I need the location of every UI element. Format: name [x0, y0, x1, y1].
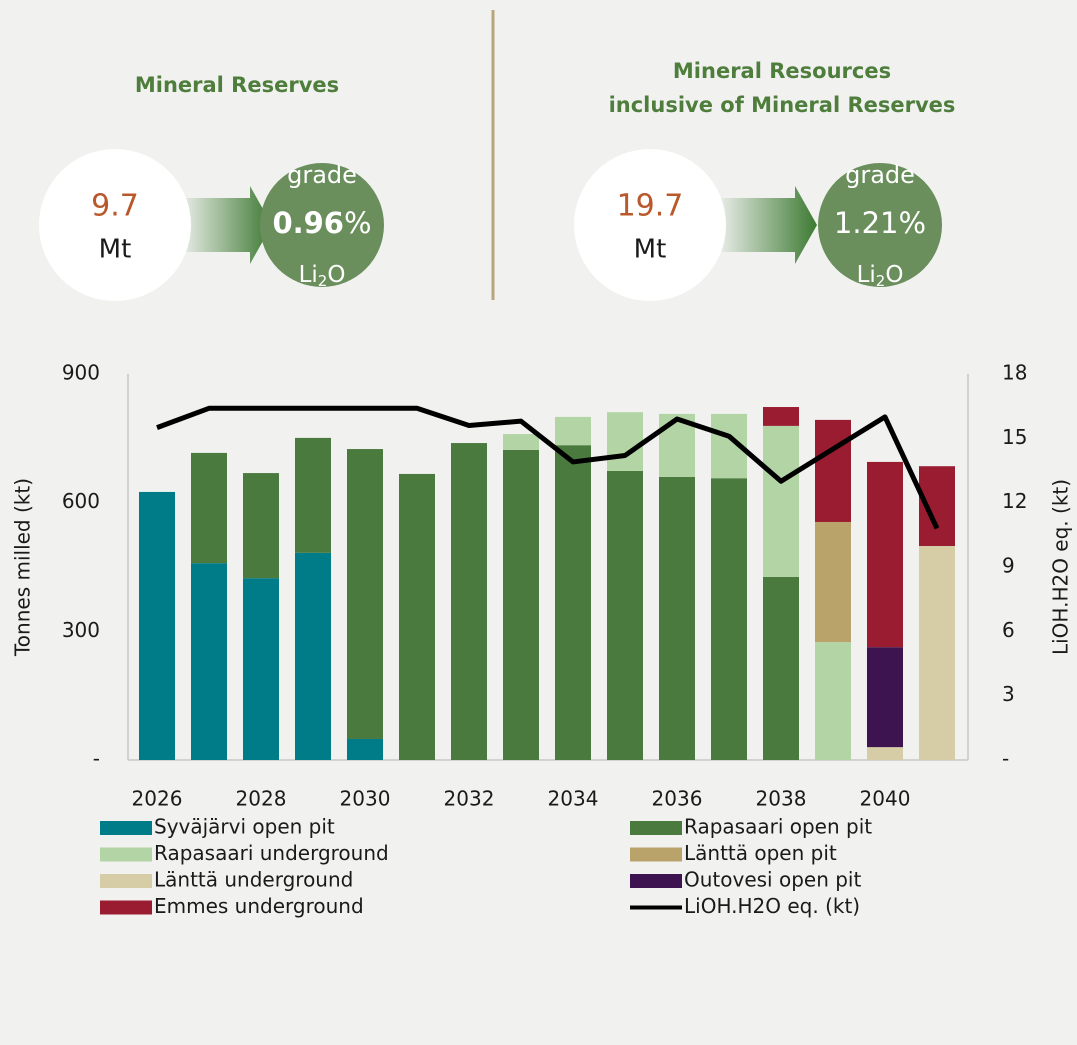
y2-tick-label: 6	[1002, 618, 1015, 642]
legend-swatch	[100, 821, 152, 835]
x-tick-label: 2028	[236, 787, 287, 811]
legend-swatch	[100, 847, 152, 862]
reserves-title: Mineral Reserves	[135, 73, 339, 97]
bar-segment	[295, 437, 331, 553]
y2-tick-label: 18	[1002, 361, 1027, 385]
y2-tick-label: -	[1002, 747, 1009, 771]
bar-segment	[191, 452, 227, 564]
bar-segment	[815, 642, 851, 760]
y2-tick-label: 3	[1002, 682, 1015, 706]
y2-tick-label: 9	[1002, 554, 1015, 578]
legend-label: Rapasaari open pit	[684, 815, 872, 839]
bar-segment	[815, 419, 851, 522]
tonnage: 19.7	[617, 189, 684, 224]
bar-segment	[919, 545, 955, 760]
bar-segment	[867, 647, 903, 748]
bar-segment	[503, 434, 539, 450]
bar-segment	[763, 407, 799, 426]
bar-segment	[763, 425, 799, 577]
legend-swatch	[100, 900, 152, 915]
o: O	[885, 262, 903, 288]
y-axis-title: Tonnes milled (kt)	[11, 478, 35, 657]
li: Li	[857, 262, 876, 288]
bar-segment	[347, 738, 383, 760]
o: O	[327, 262, 345, 288]
legend-swatch	[630, 821, 682, 835]
arrow	[715, 186, 817, 264]
bar-segment	[295, 552, 331, 760]
unit: Mt	[634, 235, 667, 265]
y2-tick-label: 12	[1002, 489, 1027, 513]
legend-label: Länttä open pit	[684, 841, 837, 865]
grade-circle	[260, 163, 384, 287]
y2-tick-label: 15	[1002, 425, 1027, 449]
bar-segment	[763, 576, 799, 760]
x-tick-label: 2040	[860, 787, 911, 811]
grade-percent: %	[344, 206, 372, 240]
bar-segment	[867, 747, 903, 760]
tonnage: 9.7	[91, 189, 139, 224]
x-tick-label: 2036	[652, 787, 703, 811]
legend-label: Syväjärvi open pit	[154, 815, 335, 839]
bar-segment	[243, 578, 279, 760]
bar-segment	[555, 445, 591, 760]
grade-word: grade	[287, 161, 357, 189]
unit: Mt	[99, 235, 132, 265]
bar-segment	[243, 473, 279, 579]
legend-swatch	[100, 874, 152, 888]
y-tick-label: 900	[62, 361, 100, 385]
resources-title: Mineral Resources	[673, 59, 891, 83]
grade: 0.96%	[272, 206, 371, 240]
resources-subtitle: inclusive of Mineral Reserves	[609, 93, 956, 117]
bar-segment	[867, 461, 903, 648]
bar-segment	[711, 478, 747, 760]
bar-segment	[399, 473, 435, 760]
legend-swatch	[630, 847, 682, 862]
bar-segment	[659, 476, 695, 760]
li: Li	[299, 262, 318, 288]
li2o: Li2O	[299, 262, 346, 290]
bar-segment	[139, 491, 175, 760]
y-tick-label: 300	[62, 618, 100, 642]
grade-circle	[818, 163, 942, 287]
sub: 2	[876, 272, 886, 290]
legend-swatch	[630, 874, 682, 888]
sub: 2	[318, 272, 328, 290]
tonnage-circle	[574, 149, 726, 301]
bar-segment	[503, 449, 539, 760]
grade-value: 0.96	[272, 206, 344, 240]
bar-segment	[815, 521, 851, 643]
y2-axis-title: LiOH.H2O eq. (kt)	[1049, 479, 1073, 655]
grade: 1.21%	[834, 206, 926, 240]
bar-segment	[347, 449, 383, 739]
li2o: Li2O	[857, 262, 904, 290]
legend-label: Emmes underground	[154, 894, 364, 918]
bar-segment	[555, 416, 591, 446]
y-tick-label: 600	[62, 489, 100, 513]
x-tick-label: 2034	[548, 787, 599, 811]
x-tick-label: 2030	[340, 787, 391, 811]
bar-segment	[451, 443, 487, 760]
line	[156, 405, 940, 530]
arrow	[178, 186, 272, 264]
legend-label: Länttä underground	[154, 868, 353, 892]
header: Mineral Reserves 9.7 Mt grade 0.96% Li2O…	[39, 10, 955, 301]
bar-segment	[607, 412, 643, 471]
bar-segment	[191, 563, 227, 760]
grade-word: grade	[845, 161, 915, 189]
legend-label: Rapasaari underground	[154, 841, 389, 865]
tonnage-circle	[39, 149, 191, 301]
bar-segment	[607, 470, 643, 760]
x-tick-label: 2038	[756, 787, 807, 811]
legend-label: Outovesi open pit	[684, 868, 861, 892]
x-tick-label: 2032	[444, 787, 495, 811]
y-tick-label: -	[93, 747, 100, 771]
x-tick-label: 2026	[132, 787, 183, 811]
legend-label: LiOH.H2O eq. (kt)	[684, 894, 860, 918]
